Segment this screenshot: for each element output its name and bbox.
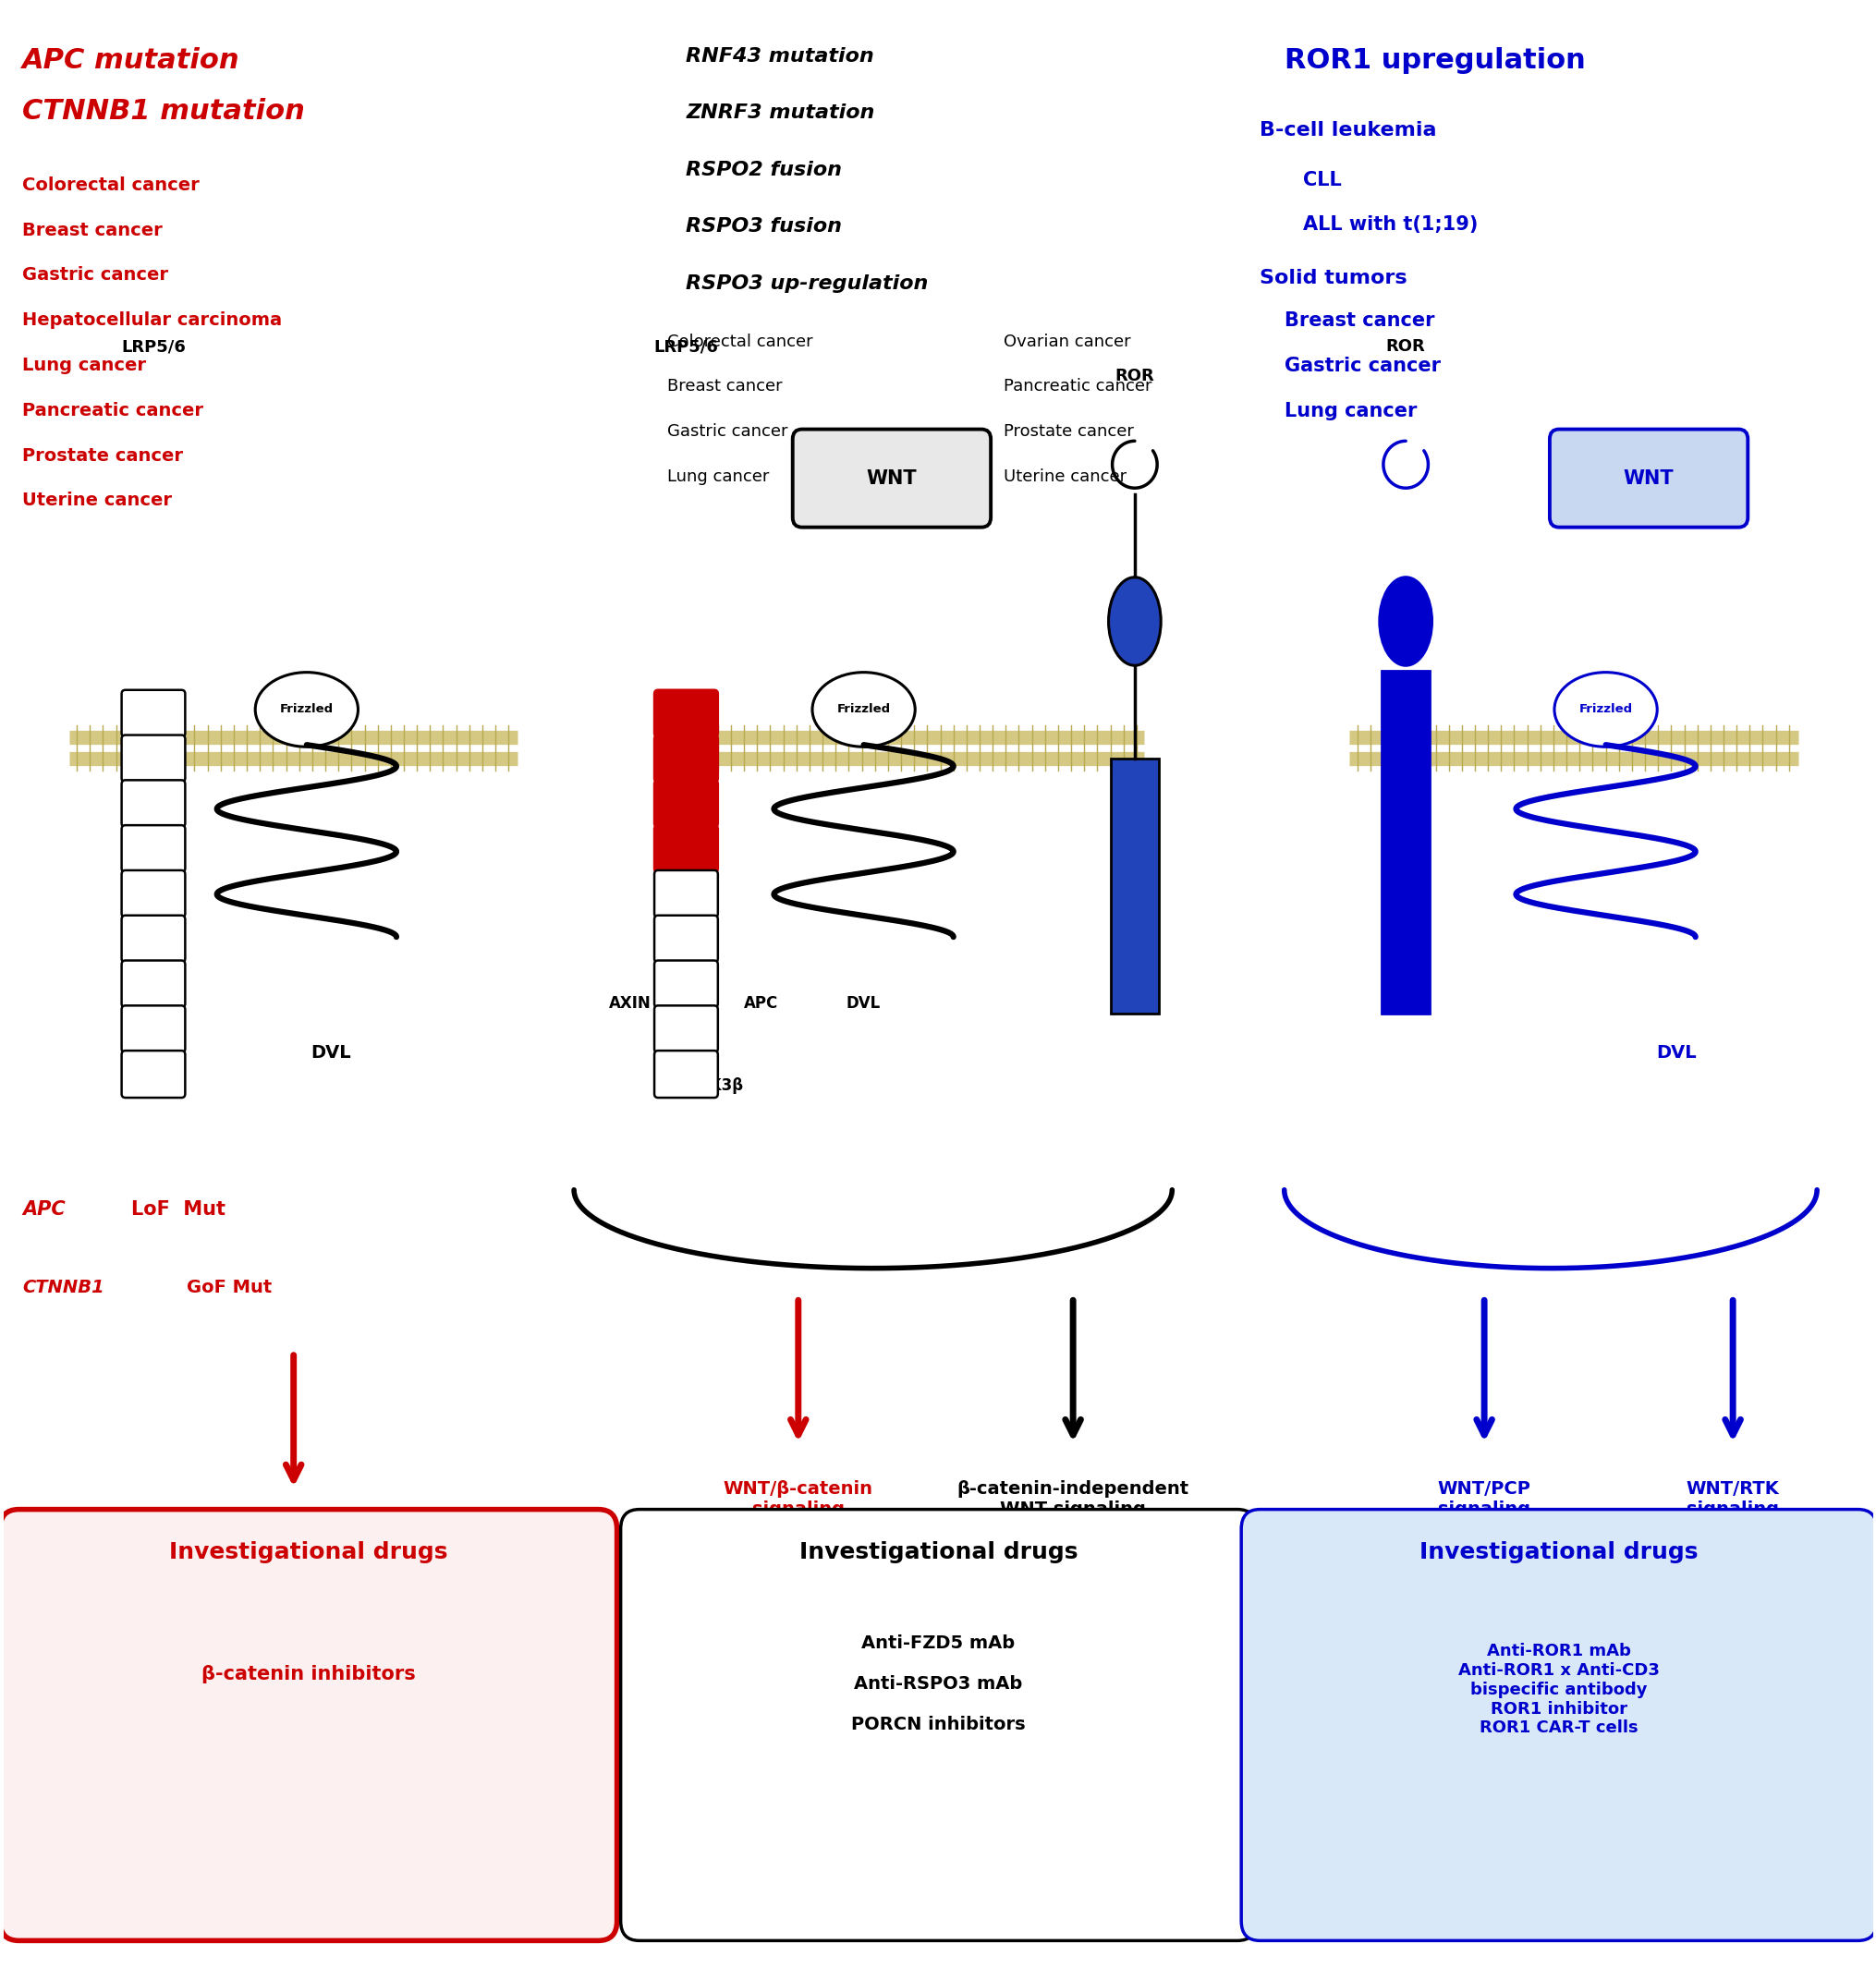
Text: Ovarian cancer: Ovarian cancer [1004, 333, 1131, 350]
Text: Gastric cancer: Gastric cancer [668, 423, 788, 441]
Text: Lung cancer: Lung cancer [23, 356, 146, 374]
Text: GoF Mut: GoF Mut [188, 1279, 272, 1297]
FancyBboxPatch shape [655, 960, 717, 1008]
Text: Anti-ROR1 mAb
Anti-ROR1 x Anti-CD3
bispecific antibody
ROR1 inhibitor
ROR1 CAR-T: Anti-ROR1 mAb Anti-ROR1 x Anti-CD3 bispe… [1458, 1643, 1658, 1736]
FancyBboxPatch shape [122, 915, 186, 962]
FancyBboxPatch shape [122, 1051, 186, 1098]
FancyBboxPatch shape [122, 691, 186, 736]
Text: Uterine cancer: Uterine cancer [23, 492, 173, 510]
Text: Investigational drugs: Investigational drugs [1418, 1541, 1698, 1563]
FancyBboxPatch shape [1381, 671, 1430, 1014]
FancyBboxPatch shape [655, 779, 717, 827]
FancyBboxPatch shape [122, 734, 186, 781]
Ellipse shape [1109, 577, 1161, 665]
Text: Breast cancer: Breast cancer [668, 378, 782, 396]
Text: APC: APC [743, 996, 779, 1012]
Text: AXIN: AXIN [608, 996, 651, 1012]
FancyBboxPatch shape [655, 825, 717, 872]
Text: B-cell leukemia: B-cell leukemia [1259, 122, 1437, 140]
Text: Frizzled: Frizzled [280, 703, 334, 716]
Text: ZNRF3 mutation: ZNRF3 mutation [687, 104, 874, 122]
Text: WNT/PCP
signaling
activation: WNT/PCP signaling activation [1433, 1480, 1535, 1539]
FancyBboxPatch shape [1111, 758, 1159, 1014]
Text: LoF  Mut: LoF Mut [131, 1200, 225, 1218]
Text: RSPO2 fusion: RSPO2 fusion [687, 161, 842, 179]
Text: Prostate cancer: Prostate cancer [1004, 423, 1133, 441]
FancyBboxPatch shape [655, 691, 717, 736]
FancyBboxPatch shape [792, 429, 991, 527]
FancyBboxPatch shape [655, 1006, 717, 1053]
Text: Anti-FZD5 mAb

Anti-RSPO3 mAb

PORCN inhibitors: Anti-FZD5 mAb Anti-RSPO3 mAb PORCN inhib… [852, 1633, 1024, 1734]
Text: Uterine cancer: Uterine cancer [1004, 468, 1126, 484]
Text: Gastric cancer: Gastric cancer [23, 266, 169, 283]
Text: DVL: DVL [846, 996, 880, 1012]
Text: Colorectal cancer: Colorectal cancer [23, 177, 199, 195]
FancyBboxPatch shape [655, 734, 717, 781]
FancyBboxPatch shape [621, 1509, 1255, 1940]
Ellipse shape [812, 673, 915, 746]
Text: Solid tumors: Solid tumors [1259, 268, 1407, 287]
FancyBboxPatch shape [0, 1509, 617, 1940]
Text: WNT/β-catenin
signaling
activation: WNT/β-catenin signaling activation [722, 1480, 872, 1539]
Text: ROR1 upregulation: ROR1 upregulation [1283, 47, 1585, 73]
FancyBboxPatch shape [655, 870, 717, 917]
Text: RSPO3 up-regulation: RSPO3 up-regulation [687, 274, 929, 293]
Text: β-catenin inhibitors: β-catenin inhibitors [201, 1665, 415, 1683]
Text: Pancreatic cancer: Pancreatic cancer [1004, 378, 1152, 396]
FancyBboxPatch shape [122, 1006, 186, 1053]
Text: GSK3β: GSK3β [685, 1078, 743, 1094]
Text: CLL: CLL [1302, 171, 1341, 189]
FancyBboxPatch shape [122, 825, 186, 872]
Text: APC mutation: APC mutation [23, 47, 240, 73]
Text: Frizzled: Frizzled [837, 703, 889, 716]
Text: Colorectal cancer: Colorectal cancer [668, 333, 812, 350]
Text: Investigational drugs: Investigational drugs [799, 1541, 1077, 1563]
Text: DVL: DVL [311, 1043, 351, 1061]
Ellipse shape [1379, 577, 1431, 665]
FancyBboxPatch shape [1240, 1509, 1876, 1940]
Text: Breast cancer: Breast cancer [1283, 311, 1433, 331]
Text: ROR: ROR [1114, 368, 1154, 384]
FancyBboxPatch shape [122, 960, 186, 1008]
Text: ALL with t(1;19): ALL with t(1;19) [1302, 216, 1476, 234]
Text: LRP5/6: LRP5/6 [122, 338, 186, 354]
Text: DVL: DVL [1657, 1043, 1696, 1061]
Text: Investigational drugs: Investigational drugs [169, 1541, 448, 1563]
Text: Prostate cancer: Prostate cancer [23, 447, 184, 464]
FancyBboxPatch shape [655, 915, 717, 962]
Ellipse shape [255, 673, 358, 746]
Text: β-catenin-independent
WNT signaling
activation: β-catenin-independent WNT signaling acti… [957, 1480, 1189, 1539]
Text: Lung cancer: Lung cancer [1283, 401, 1416, 421]
Text: ROR: ROR [1384, 338, 1424, 354]
Text: WNT: WNT [867, 468, 917, 488]
Text: Pancreatic cancer: Pancreatic cancer [23, 401, 204, 419]
FancyBboxPatch shape [122, 870, 186, 917]
Text: Frizzled: Frizzled [1578, 703, 1632, 716]
FancyBboxPatch shape [122, 779, 186, 827]
Text: WNT/RTK
signaling
activation: WNT/RTK signaling activation [1681, 1480, 1782, 1539]
Ellipse shape [1553, 673, 1657, 746]
FancyBboxPatch shape [1550, 429, 1747, 527]
Text: RNF43 mutation: RNF43 mutation [687, 47, 874, 65]
Text: WNT: WNT [1623, 468, 1673, 488]
Text: CTNNB1: CTNNB1 [23, 1279, 105, 1297]
Text: RSPO3 fusion: RSPO3 fusion [687, 218, 842, 236]
FancyBboxPatch shape [655, 1051, 717, 1098]
Text: APC: APC [23, 1200, 66, 1218]
Text: Gastric cancer: Gastric cancer [1283, 356, 1439, 376]
Text: Lung cancer: Lung cancer [668, 468, 769, 484]
Text: LRP5/6: LRP5/6 [653, 338, 719, 354]
Text: CTNNB1 mutation: CTNNB1 mutation [23, 98, 306, 124]
Text: WNT/β-catenin
signaling
activation: WNT/β-catenin signaling activation [208, 1529, 379, 1590]
Text: Breast cancer: Breast cancer [23, 222, 163, 238]
Text: Hepatocellular carcinoma: Hepatocellular carcinoma [23, 311, 281, 329]
